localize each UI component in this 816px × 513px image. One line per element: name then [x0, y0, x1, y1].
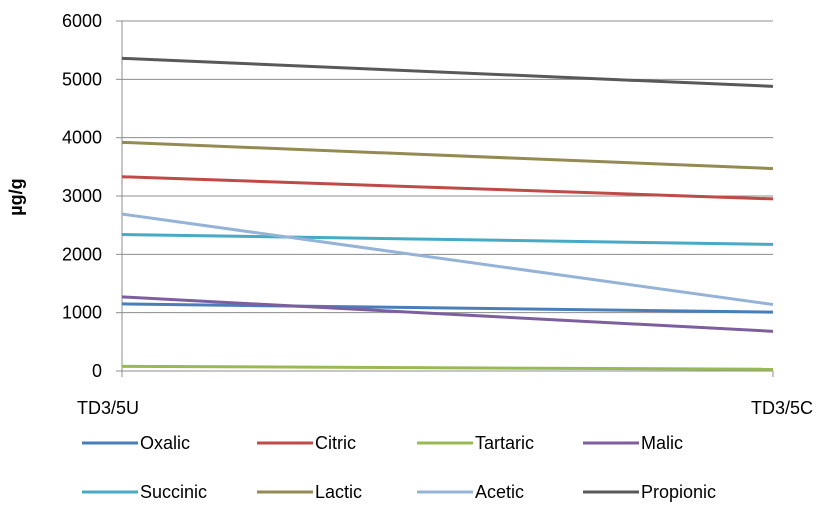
series-line-oxalic [121, 302, 774, 314]
legend-label-tartaric: Tartaric [475, 433, 534, 453]
series-line-citric [121, 175, 774, 201]
y-tick-label: 2000 [62, 244, 102, 264]
legend-label-citric: Citric [315, 433, 356, 453]
series-lines [121, 56, 774, 371]
legend-label-acetic: Acetic [475, 482, 524, 502]
series-line-propionic [121, 56, 774, 88]
legend-label-oxalic: Oxalic [140, 433, 190, 453]
legend-label-propionic: Propionic [641, 482, 716, 502]
x-tick-labels: TD3/5U TD3/5C [77, 398, 813, 418]
series-line-lactic [121, 140, 774, 171]
axes [121, 21, 774, 377]
gridlines [116, 20, 773, 372]
y-tick-labels: 0 1000 2000 3000 4000 5000 6000 [62, 11, 102, 381]
legend-label-succinic: Succinic [140, 482, 207, 502]
series-line-malic [121, 295, 774, 333]
series-line-acetic [121, 212, 774, 306]
y-tick-label: 5000 [62, 69, 102, 89]
y-tick-label: 3000 [62, 186, 102, 206]
y-tick-label: 1000 [62, 303, 102, 323]
legend-label-lactic: Lactic [315, 482, 362, 502]
x-tick-label: TD3/5C [751, 398, 813, 418]
series-line-succinic [121, 233, 774, 246]
legend: Oxalic Citric Tartaric Malic Succinic Lactic A… [82, 433, 716, 502]
y-tick-label: 0 [92, 361, 102, 381]
x-tick-label: TD3/5U [77, 398, 139, 418]
y-axis-title: µg/g [6, 178, 26, 215]
y-tick-label: 4000 [62, 128, 102, 148]
y-tick-label: 6000 [62, 11, 102, 31]
series-line-tartaric [121, 364, 774, 371]
legend-label-malic: Malic [641, 433, 683, 453]
